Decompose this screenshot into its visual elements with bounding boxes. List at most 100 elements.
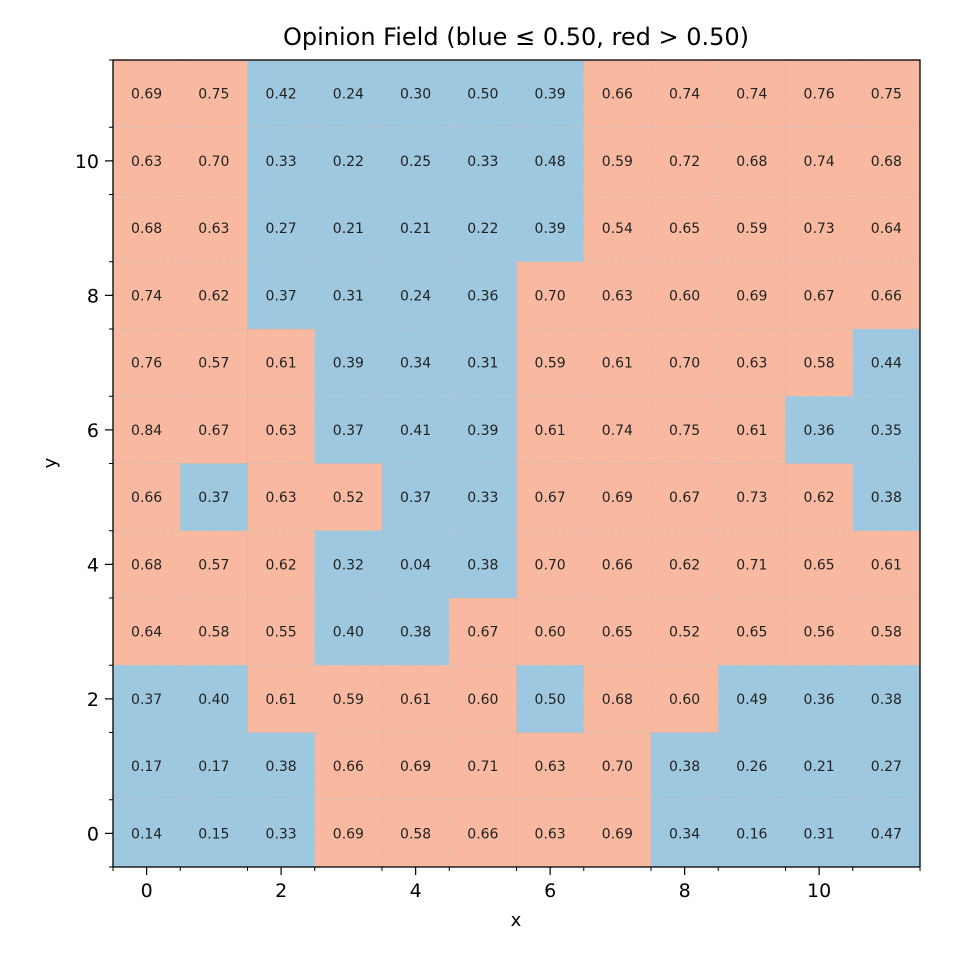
- heatmap-cell: [516, 127, 584, 195]
- cell-value-label: 0.62: [804, 490, 835, 506]
- cell-value-label: 0.16: [736, 826, 767, 842]
- heatmap-cell: [382, 530, 450, 598]
- heatmap-cell: [449, 665, 517, 733]
- heatmap-cell: [247, 60, 315, 128]
- cell-value-label: 0.63: [266, 423, 297, 439]
- cell-value-label: 0.64: [131, 625, 162, 641]
- cell-value-label: 0.68: [131, 557, 162, 573]
- cell-value-label: 0.27: [266, 221, 297, 237]
- cell-value-label: 0.67: [467, 625, 498, 641]
- cell-value-label: 0.38: [266, 759, 297, 775]
- cell-value-label: 0.33: [266, 154, 297, 170]
- heatmap-cell: [583, 396, 651, 464]
- cell-value-label: 0.52: [669, 625, 700, 641]
- heatmap-cell: [247, 598, 315, 666]
- heatmap-cell: [718, 530, 786, 598]
- heatmap-cell: [449, 127, 517, 195]
- cell-value-label: 0.63: [535, 826, 566, 842]
- cell-value-label: 0.62: [266, 557, 297, 573]
- heatmap-cell: [449, 732, 517, 800]
- cell-value-label: 0.69: [602, 826, 633, 842]
- heatmap-cell: [113, 463, 181, 531]
- heatmap-cell: [852, 799, 920, 867]
- heatmap-cell: [180, 799, 248, 867]
- heatmap-cell: [247, 261, 315, 329]
- cell-value-label: 0.36: [804, 692, 835, 708]
- heatmap-cell: [785, 261, 853, 329]
- heatmap-cell: [651, 261, 719, 329]
- heatmap-cell: [180, 598, 248, 666]
- heatmap-cell: [583, 598, 651, 666]
- cell-value-label: 0.84: [131, 423, 162, 439]
- heatmap-cell: [449, 463, 517, 531]
- heatmap-cell: [113, 60, 181, 128]
- cell-value-label: 0.17: [131, 759, 162, 775]
- heatmap-cell: [785, 665, 853, 733]
- cell-value-label: 0.38: [400, 625, 431, 641]
- heatmap-cell: [785, 127, 853, 195]
- heatmap-cell: [382, 194, 450, 262]
- cell-value-label: 0.33: [467, 154, 498, 170]
- x-tick-label: 4: [410, 880, 422, 902]
- cell-value-label: 0.31: [467, 356, 498, 372]
- cell-value-label: 0.39: [535, 87, 566, 103]
- cell-value-label: 0.66: [602, 557, 633, 573]
- heatmap-cell: [449, 60, 517, 128]
- cell-value-label: 0.73: [736, 490, 767, 506]
- heatmap-cell: [852, 194, 920, 262]
- cell-value-label: 0.61: [535, 423, 566, 439]
- cell-value-label: 0.69: [602, 490, 633, 506]
- cell-value-label: 0.66: [131, 490, 162, 506]
- cell-value-label: 0.60: [535, 625, 566, 641]
- cell-value-label: 0.65: [669, 221, 700, 237]
- heatmap-cell: [651, 665, 719, 733]
- chart-title: Opinion Field (blue ≤ 0.50, red > 0.50): [283, 23, 749, 51]
- heatmap-cell: [113, 665, 181, 733]
- cell-value-label: 0.67: [535, 490, 566, 506]
- heatmap-cell: [718, 799, 786, 867]
- heatmap-cell: [583, 732, 651, 800]
- heatmap-cell: [516, 329, 584, 397]
- cell-value-label: 0.60: [669, 288, 700, 304]
- heatmap-cell: [785, 799, 853, 867]
- y-tick-label: 8: [87, 285, 99, 307]
- heatmap-cell: [718, 194, 786, 262]
- heatmap-cell: [247, 329, 315, 397]
- cell-value-label: 0.33: [266, 826, 297, 842]
- heatmap-cell: [651, 127, 719, 195]
- cell-value-label: 0.68: [871, 154, 902, 170]
- cell-value-label: 0.69: [131, 87, 162, 103]
- cell-value-label: 0.74: [736, 87, 767, 103]
- heatmap-cell: [314, 799, 382, 867]
- cell-value-label: 0.75: [871, 87, 902, 103]
- heatmap-cell: [113, 194, 181, 262]
- cell-value-label: 0.17: [198, 759, 229, 775]
- cell-value-label: 0.36: [467, 288, 498, 304]
- cell-value-label: 0.59: [602, 154, 633, 170]
- cell-value-label: 0.58: [871, 625, 902, 641]
- cell-value-label: 0.66: [333, 759, 364, 775]
- heatmap-cell: [718, 60, 786, 128]
- heatmap-cell: [314, 194, 382, 262]
- heatmap-cell: [382, 665, 450, 733]
- cell-value-label: 0.65: [804, 557, 835, 573]
- cell-value-label: 0.70: [602, 759, 633, 775]
- heatmap-cell: [382, 799, 450, 867]
- heatmap-cell: [785, 530, 853, 598]
- heatmap-cell: [852, 665, 920, 733]
- cell-value-label: 0.38: [669, 759, 700, 775]
- cell-value-label: 0.74: [131, 288, 162, 304]
- heatmap-cell: [314, 665, 382, 733]
- heatmap-cell: [247, 396, 315, 464]
- heatmap-cell: [583, 530, 651, 598]
- cell-value-label: 0.14: [131, 826, 162, 842]
- heatmap-gridlines: [113, 60, 920, 867]
- heatmap-cell: [247, 530, 315, 598]
- heatmap-cell: [314, 261, 382, 329]
- heatmap-cell: [516, 732, 584, 800]
- heatmap-cell: [651, 463, 719, 531]
- heatmap-cell: [651, 799, 719, 867]
- heatmap-cell: [449, 329, 517, 397]
- heatmap-cell: [382, 127, 450, 195]
- heatmap-cell: [382, 60, 450, 128]
